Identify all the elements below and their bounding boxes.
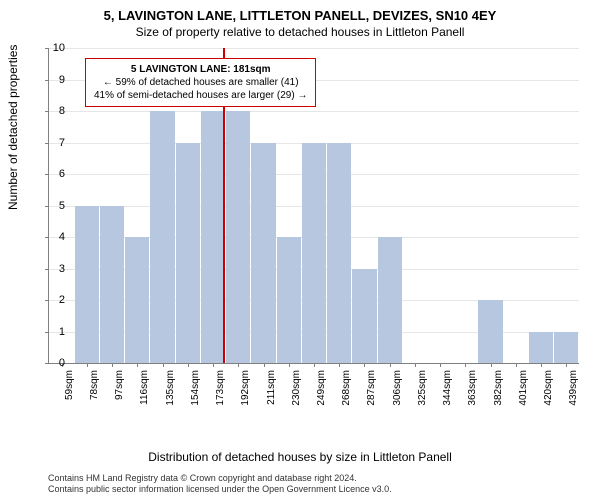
y-tick-label: 9 [45,74,65,86]
y-tick-label: 4 [45,231,65,243]
x-tick-label: 287sqm [366,370,377,410]
x-tick-label: 173sqm [215,370,226,410]
bar [226,111,250,363]
y-tick-label: 3 [45,263,65,275]
footer-line-2: Contains public sector information licen… [48,484,392,496]
bar [378,237,402,363]
chart-container: 5, LAVINGTON LANE, LITTLETON PANELL, DEV… [0,0,600,500]
bar [529,332,553,364]
bar [125,237,149,363]
y-tick-label: 7 [45,137,65,149]
x-tick-label: 97sqm [114,370,125,410]
bar [478,300,502,363]
bar [554,332,578,364]
x-tick-label: 230sqm [291,370,302,410]
x-tick-label: 116sqm [139,370,150,410]
y-tick-label: 10 [45,42,65,54]
y-tick-label: 2 [45,294,65,306]
bar [302,143,326,364]
x-axis-label: Distribution of detached houses by size … [0,450,600,464]
y-tick-label: 1 [45,326,65,338]
bar [352,269,376,364]
y-tick-label: 5 [45,200,65,212]
x-tick-label: 382sqm [493,370,504,410]
x-tick-label: 154sqm [190,370,201,410]
x-tick-label: 325sqm [417,370,428,410]
y-axis-label: Number of detached properties [6,45,20,210]
bar [277,237,301,363]
bar [327,143,351,364]
x-tick-label: 363sqm [467,370,478,410]
info-line-2: ← 59% of detached houses are smaller (41… [94,76,307,89]
x-tick-label: 192sqm [240,370,251,410]
x-tick-label: 344sqm [442,370,453,410]
x-tick-label: 78sqm [89,370,100,410]
x-tick-label: 249sqm [316,370,327,410]
title-main: 5, LAVINGTON LANE, LITTLETON PANELL, DEV… [0,0,600,23]
bar [75,206,99,364]
bar [100,206,124,364]
x-tick-label: 268sqm [341,370,352,410]
bar [201,111,225,363]
bar [251,143,275,364]
info-line-1: 5 LAVINGTON LANE: 181sqm [94,63,307,76]
info-box: 5 LAVINGTON LANE: 181sqm ← 59% of detach… [85,58,316,107]
footer-line-1: Contains HM Land Registry data © Crown c… [48,473,392,485]
x-tick-label: 401sqm [518,370,529,410]
x-tick-label: 420sqm [543,370,554,410]
x-tick-label: 135sqm [165,370,176,410]
y-tick-label: 6 [45,168,65,180]
plot-area: 5 LAVINGTON LANE: 181sqm ← 59% of detach… [48,48,579,364]
x-tick-label: 306sqm [392,370,403,410]
info-line-3: 41% of semi-detached houses are larger (… [94,89,307,102]
title-sub: Size of property relative to detached ho… [0,23,600,39]
bar [176,143,200,364]
bar [150,111,174,363]
y-tick-label: 8 [45,105,65,117]
y-tick-label: 0 [45,357,65,369]
footer: Contains HM Land Registry data © Crown c… [48,473,392,496]
x-tick-label: 211sqm [266,370,277,410]
x-tick-label: 59sqm [64,370,75,410]
x-tick-label: 439sqm [568,370,579,410]
